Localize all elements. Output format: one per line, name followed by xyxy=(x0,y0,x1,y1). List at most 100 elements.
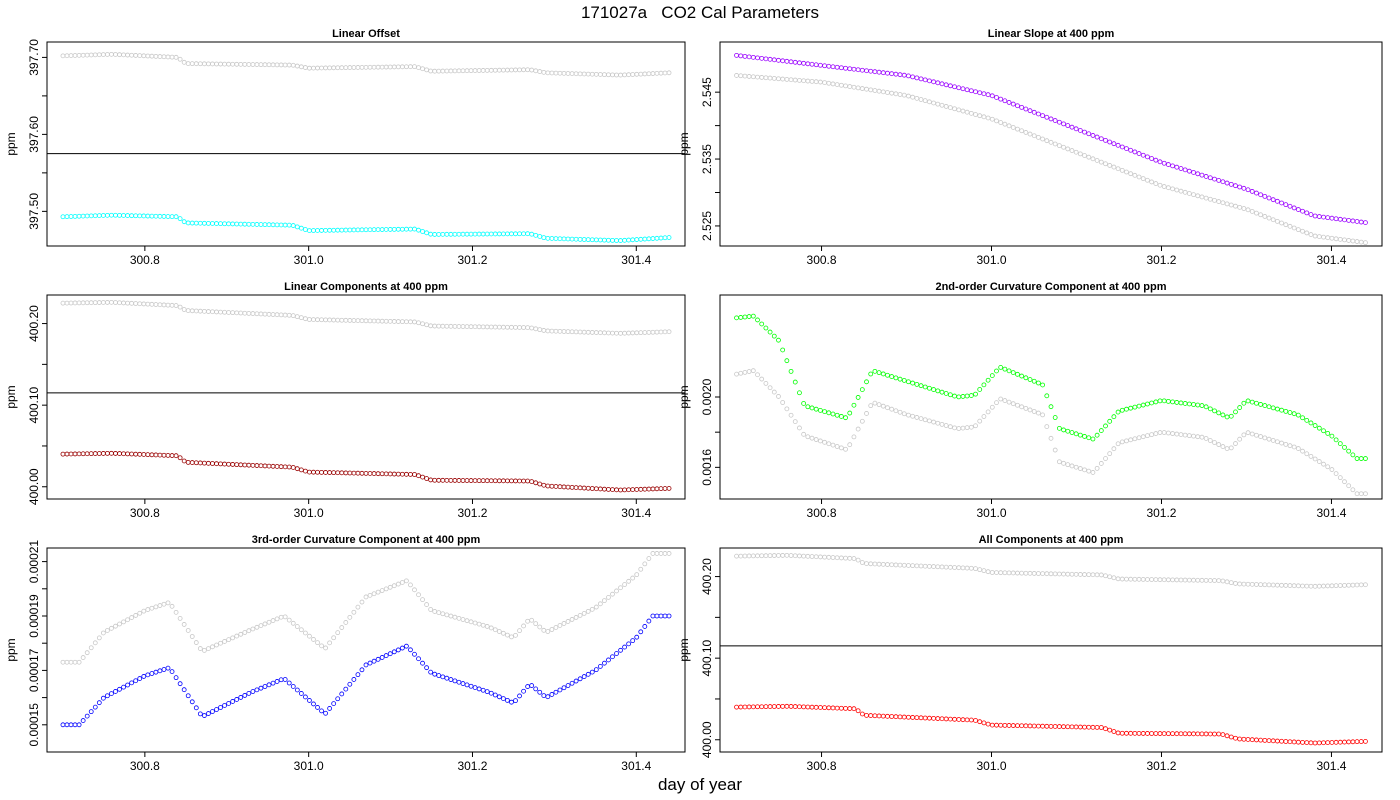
data-point xyxy=(569,680,575,686)
data-point xyxy=(618,330,623,336)
data-point xyxy=(424,665,430,671)
data-series xyxy=(734,313,1368,461)
data-point xyxy=(1216,442,1222,447)
data-point xyxy=(847,84,853,89)
data-point xyxy=(771,704,777,709)
data-point xyxy=(460,324,466,329)
data-point xyxy=(553,70,559,76)
data-point xyxy=(557,70,563,76)
data-point xyxy=(371,471,377,476)
data-point xyxy=(1094,725,1100,730)
data-point xyxy=(234,462,240,468)
data-point xyxy=(129,52,135,58)
data-point xyxy=(622,487,628,493)
data-point xyxy=(161,214,167,219)
data-point xyxy=(834,555,840,561)
data-point xyxy=(1262,214,1268,219)
data-point xyxy=(1069,571,1075,577)
data-point xyxy=(193,61,199,67)
data-point xyxy=(541,693,547,699)
data-point xyxy=(109,51,114,57)
data-point xyxy=(1145,433,1150,439)
data-point xyxy=(1237,184,1243,190)
data-point xyxy=(822,80,827,86)
data-point xyxy=(1027,377,1033,382)
data-point xyxy=(404,226,409,232)
data-point xyxy=(1249,737,1255,743)
y-tick-label: 0.00015 xyxy=(27,703,41,747)
data-point xyxy=(885,90,890,95)
data-point xyxy=(64,53,70,59)
data-point xyxy=(746,553,752,559)
data-point xyxy=(60,451,66,457)
data-point xyxy=(311,637,316,642)
data-point xyxy=(363,662,369,668)
data-point xyxy=(307,469,312,475)
data-point xyxy=(927,99,932,105)
x-tick-label: 300.8 xyxy=(130,506,160,520)
data-point xyxy=(977,387,983,392)
data-point xyxy=(335,630,341,636)
data-point xyxy=(910,413,916,419)
data-point xyxy=(513,698,518,704)
data-point xyxy=(1170,399,1175,405)
data-point xyxy=(177,304,183,310)
data-point xyxy=(500,67,506,73)
data-point xyxy=(197,220,203,226)
data-point xyxy=(897,376,903,382)
data-point xyxy=(1065,123,1071,128)
data-point xyxy=(1350,487,1356,493)
data-point xyxy=(201,308,207,314)
data-point xyxy=(1287,739,1293,745)
data-point xyxy=(642,71,648,77)
data-point xyxy=(286,312,292,318)
data-point xyxy=(1061,427,1066,433)
data-point xyxy=(610,330,615,336)
data-point xyxy=(444,323,450,329)
data-point xyxy=(468,478,474,483)
data-point xyxy=(1258,434,1264,439)
data-point xyxy=(557,623,563,628)
data-point xyxy=(1195,171,1201,177)
data-point xyxy=(533,232,539,238)
data-point xyxy=(855,557,861,563)
data-point xyxy=(432,671,438,677)
data-point xyxy=(801,401,807,406)
data-point xyxy=(809,78,815,84)
x-tick-label: 300.8 xyxy=(807,506,837,520)
data-point xyxy=(290,465,296,470)
data-point xyxy=(1333,471,1339,476)
data-point xyxy=(1048,723,1054,729)
data-point xyxy=(104,52,110,57)
data-point xyxy=(1325,235,1331,241)
data-point xyxy=(998,396,1004,402)
data-point xyxy=(1115,409,1121,415)
data-point xyxy=(1279,738,1284,744)
data-point xyxy=(335,65,341,71)
data-point xyxy=(1233,441,1238,446)
data-point xyxy=(1119,407,1125,413)
data-point xyxy=(113,212,118,218)
data-point xyxy=(763,553,769,559)
data-point xyxy=(1036,111,1041,117)
data-point xyxy=(1048,404,1054,410)
data-point xyxy=(440,323,446,329)
data-point xyxy=(529,325,535,331)
data-point xyxy=(290,313,296,319)
data-point xyxy=(1086,468,1092,474)
data-point xyxy=(307,228,312,233)
data-point xyxy=(537,481,543,487)
data-point xyxy=(767,553,773,559)
data-point xyxy=(1207,196,1213,202)
data-point xyxy=(776,57,781,63)
y-axis-label: ppm xyxy=(677,638,691,661)
data-point xyxy=(1040,136,1046,142)
data-point xyxy=(549,70,555,76)
data-point xyxy=(460,617,466,622)
data-point xyxy=(262,62,268,68)
data-point xyxy=(278,614,284,620)
data-point xyxy=(480,687,486,693)
data-point xyxy=(92,213,98,219)
data-point xyxy=(843,83,848,89)
data-point xyxy=(1094,572,1100,578)
